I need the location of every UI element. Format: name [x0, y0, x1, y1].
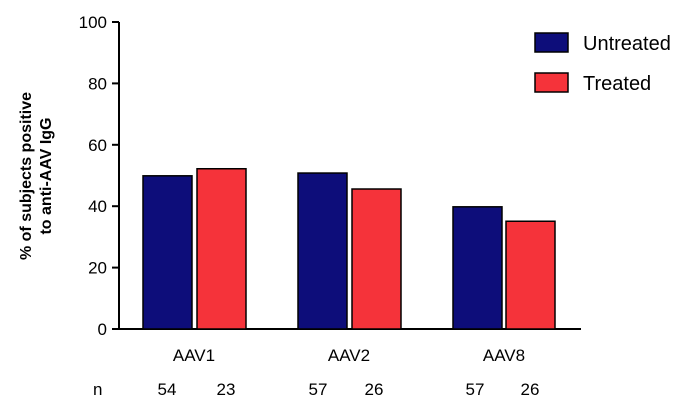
bars	[142, 167, 556, 330]
n-aav1-treated: 23	[217, 380, 236, 399]
bar-aav2-untreated	[297, 172, 348, 330]
n-aav1-untreated: 54	[158, 380, 177, 399]
y-tick-label-80: 80	[88, 74, 107, 93]
bar-aav8-untreated	[452, 206, 503, 330]
legend: Untreated Treated	[534, 32, 671, 95]
y-axis-ticks	[112, 21, 119, 330]
y-tick-label-0: 0	[98, 320, 107, 339]
n-aav8-treated: 26	[521, 380, 540, 399]
n-aav2-untreated: 57	[309, 380, 328, 399]
bar-aav2-treated	[351, 188, 402, 330]
y-tick-label-100: 100	[79, 13, 107, 32]
y-tick-label-20: 20	[88, 259, 107, 278]
n-aav2-treated: 26	[365, 380, 384, 399]
legend-label-treated: Treated	[583, 73, 651, 95]
bar-aav1-treated	[196, 167, 247, 330]
category-label-aav1: AAV1	[173, 346, 215, 365]
bar-aav1-untreated	[142, 175, 193, 330]
legend-label-untreated: Untreated	[583, 33, 671, 55]
y-axis-label-line-2: to anti-AAV IgG	[38, 117, 55, 234]
x-axis-tick-labels: AAV1 AAV2 AAV8	[173, 346, 525, 365]
legend-swatch-treated	[534, 72, 569, 93]
n-aav8-untreated: 57	[466, 380, 485, 399]
y-tick-label-40: 40	[88, 197, 107, 216]
category-label-aav8: AAV8	[483, 346, 525, 365]
bar-aav8-treated	[505, 220, 556, 330]
n-row-label: n	[93, 380, 102, 399]
sample-size-row: n 54 23 57 26 57 26	[93, 380, 539, 399]
legend-swatch-untreated	[534, 32, 569, 53]
y-tick-label-60: 60	[88, 136, 107, 155]
category-label-aav2: AAV2	[328, 346, 370, 365]
y-axis-tick-labels: 0 20 40 60 80 100	[79, 13, 107, 339]
y-axis-label-line-1: % of subjects positive	[18, 92, 35, 260]
